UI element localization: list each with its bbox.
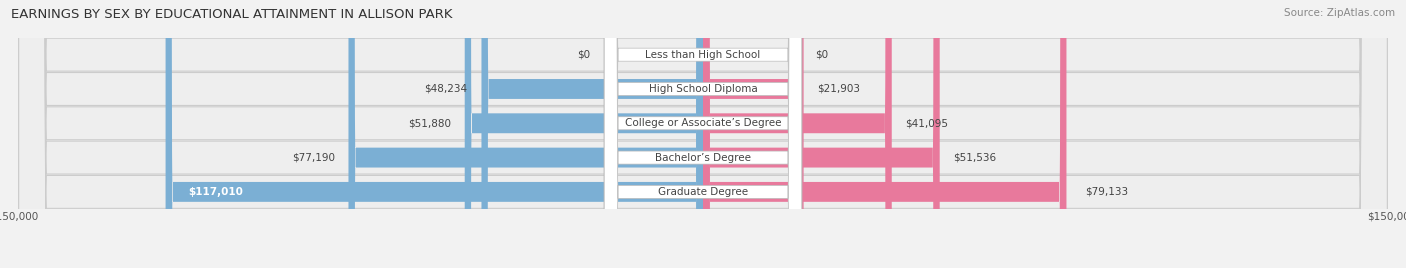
Text: $117,010: $117,010 xyxy=(188,187,243,197)
Text: $79,133: $79,133 xyxy=(1085,187,1128,197)
FancyBboxPatch shape xyxy=(18,0,1388,268)
FancyBboxPatch shape xyxy=(349,0,703,268)
Text: College or Associate’s Degree: College or Associate’s Degree xyxy=(624,118,782,128)
Text: $51,880: $51,880 xyxy=(408,118,451,128)
FancyBboxPatch shape xyxy=(166,0,703,268)
Text: $77,190: $77,190 xyxy=(291,152,335,163)
Text: Less than High School: Less than High School xyxy=(645,50,761,60)
Text: Graduate Degree: Graduate Degree xyxy=(658,187,748,197)
Text: $51,536: $51,536 xyxy=(953,152,997,163)
FancyBboxPatch shape xyxy=(703,0,1067,268)
Text: $21,903: $21,903 xyxy=(817,84,860,94)
Text: Bachelor’s Degree: Bachelor’s Degree xyxy=(655,152,751,163)
FancyBboxPatch shape xyxy=(481,0,703,268)
FancyBboxPatch shape xyxy=(605,0,801,268)
FancyBboxPatch shape xyxy=(605,0,801,268)
FancyBboxPatch shape xyxy=(18,0,1388,268)
FancyBboxPatch shape xyxy=(605,0,801,268)
Text: Source: ZipAtlas.com: Source: ZipAtlas.com xyxy=(1284,8,1395,18)
Text: $41,095: $41,095 xyxy=(905,118,949,128)
Text: High School Diploma: High School Diploma xyxy=(648,84,758,94)
FancyBboxPatch shape xyxy=(605,0,801,268)
FancyBboxPatch shape xyxy=(18,0,1388,268)
FancyBboxPatch shape xyxy=(605,0,801,268)
FancyBboxPatch shape xyxy=(465,0,703,268)
FancyBboxPatch shape xyxy=(703,0,891,268)
FancyBboxPatch shape xyxy=(703,0,939,268)
FancyBboxPatch shape xyxy=(18,0,1388,268)
FancyBboxPatch shape xyxy=(703,0,804,268)
Text: $48,234: $48,234 xyxy=(425,84,468,94)
Text: EARNINGS BY SEX BY EDUCATIONAL ATTAINMENT IN ALLISON PARK: EARNINGS BY SEX BY EDUCATIONAL ATTAINMEN… xyxy=(11,8,453,21)
Text: $0: $0 xyxy=(815,50,828,60)
Text: $0: $0 xyxy=(578,50,591,60)
FancyBboxPatch shape xyxy=(18,0,1388,268)
